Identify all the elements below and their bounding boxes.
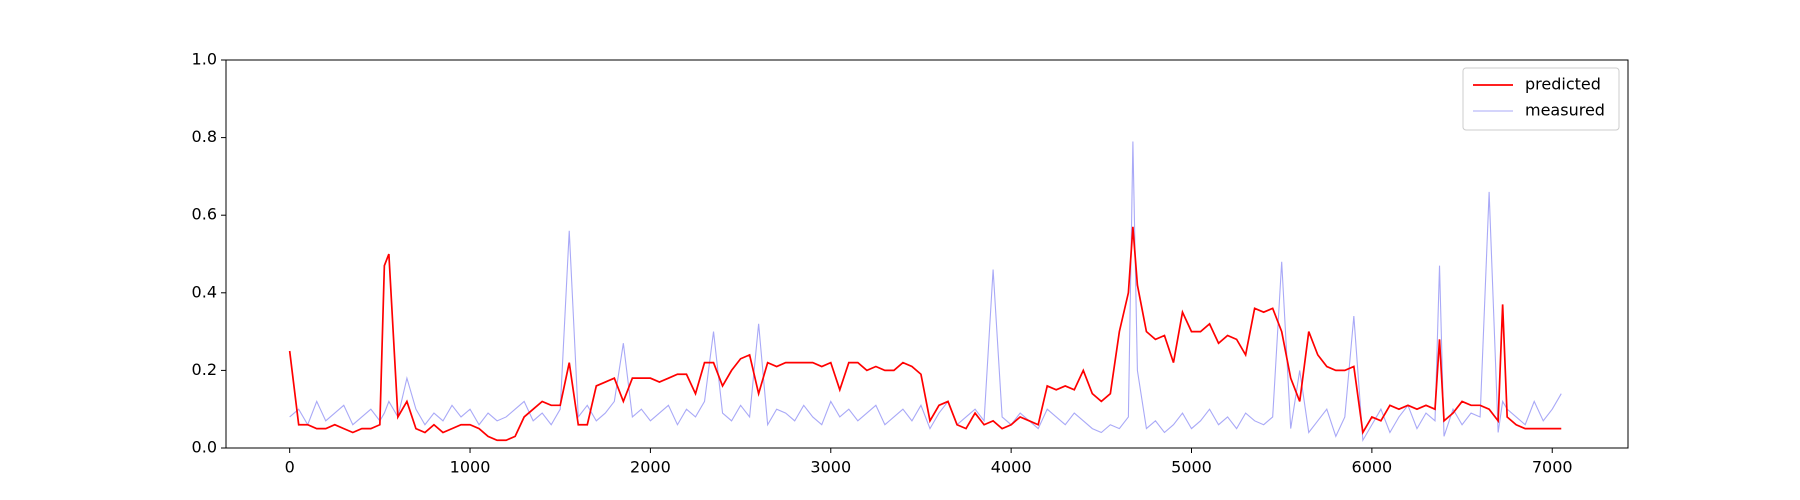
x-tick-label: 7000 [1532,458,1573,477]
x-tick-label: 4000 [991,458,1032,477]
y-tick-label: 0.4 [192,282,217,301]
series-line [288,226,1562,442]
legend-label: measured [1525,101,1605,120]
x-tick-label: 6000 [1352,458,1393,477]
y-tick-label: 0.6 [192,205,217,224]
x-tick-label: 3000 [810,458,851,477]
x-tick-label: 5000 [1171,458,1212,477]
x-tick-label: 2000 [630,458,671,477]
y-tick-label: 1.0 [192,50,217,69]
legend-label: predicted [1525,75,1601,94]
y-tick-label: 0.8 [192,127,217,146]
y-tick-label: 0.0 [192,438,217,457]
x-tick-label: 0 [285,458,295,477]
legend-box [1462,67,1620,131]
plot-frame [225,59,1629,449]
x-tick-label: 1000 [450,458,491,477]
y-tick-label: 0.2 [192,360,217,379]
